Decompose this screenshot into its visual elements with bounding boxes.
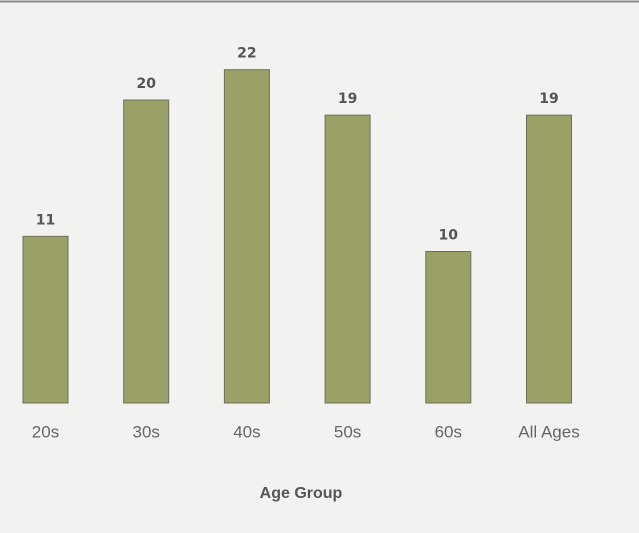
value-label: 11 bbox=[36, 212, 55, 228]
value-label: 22 bbox=[237, 46, 256, 62]
bar bbox=[526, 114, 572, 404]
value-label: 19 bbox=[539, 91, 558, 107]
bar bbox=[22, 235, 69, 404]
x-tick-label: 40s bbox=[233, 422, 260, 441]
x-tick-label: All Ages bbox=[518, 422, 579, 441]
x-tick-label: 60s bbox=[435, 422, 462, 441]
x-tick-label: 30s bbox=[132, 422, 159, 441]
bar bbox=[123, 99, 170, 404]
bar bbox=[425, 251, 472, 404]
value-label: 20 bbox=[136, 76, 156, 92]
x-tick-label: 20s bbox=[32, 422, 59, 441]
x-tick-label: 50s bbox=[334, 422, 361, 441]
x-axis-label: Age Group bbox=[260, 485, 343, 502]
bar bbox=[324, 114, 371, 404]
value-label: 10 bbox=[439, 228, 459, 244]
bar bbox=[223, 69, 270, 404]
value-label: 19 bbox=[338, 91, 357, 107]
